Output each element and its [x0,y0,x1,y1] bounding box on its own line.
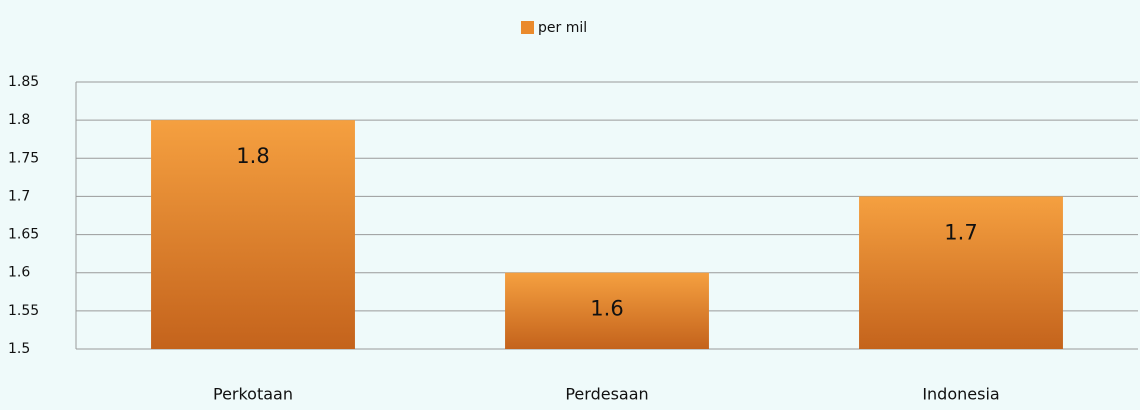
legend-label: per mil [538,20,587,36]
data-label: 1.6 [590,297,623,321]
x-tick-label: Perdesaan [565,385,648,404]
y-tick-label: 1.6 [8,265,30,281]
bar [151,120,355,350]
y-tick-label: 1.55 [8,303,39,319]
x-tick-label: Indonesia [922,385,999,404]
x-tick-label: Perkotaan [213,385,293,404]
y-tick-label: 1.75 [8,150,39,166]
bar [505,272,709,349]
y-tick-label: 1.85 [8,74,39,90]
y-tick-label: 1.8 [8,112,30,128]
y-tick-label: 1.65 [8,227,39,243]
data-label: 1.8 [236,144,269,168]
y-tick-label: 1.7 [8,188,30,204]
y-tick-label: 1.5 [8,341,30,357]
legend-swatch [521,21,534,34]
data-label: 1.7 [944,220,977,244]
bar [859,196,1063,349]
